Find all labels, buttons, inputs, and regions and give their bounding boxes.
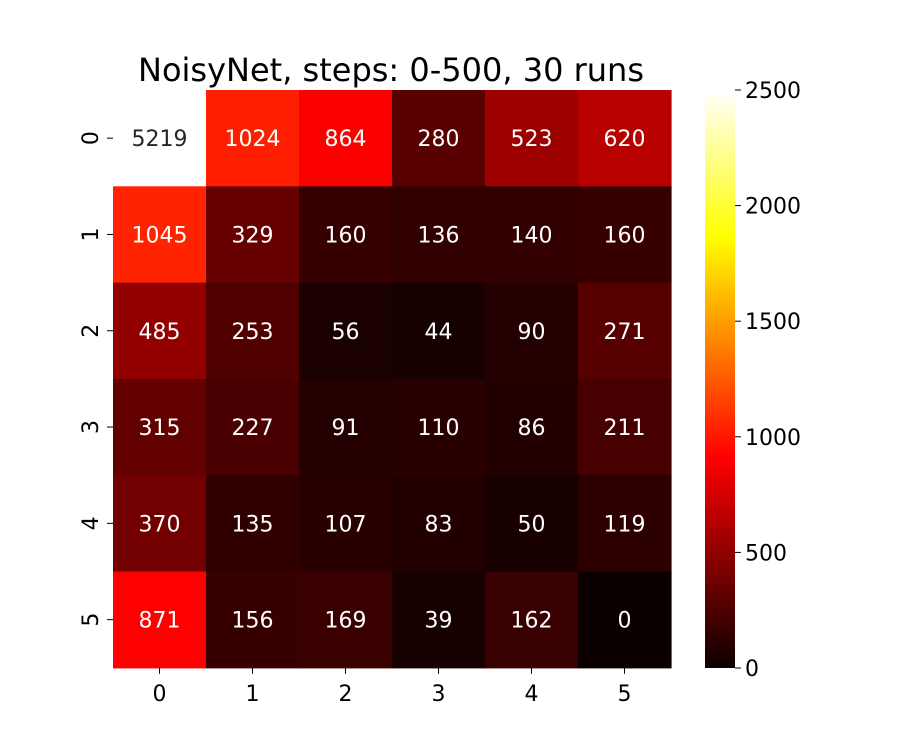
cell-value-label-r0-c1: 1024 (225, 127, 281, 152)
cell-value-label-r3-c1: 227 (232, 416, 274, 441)
x-tick-label-5: 5 (618, 682, 632, 707)
heatmap-cell-r4-c2 (299, 475, 393, 573)
heatmap-cell-r4-c4 (485, 475, 579, 573)
heatmap-cell-r2-c1 (206, 282, 300, 380)
heatmap-cell-r4-c3 (392, 475, 486, 573)
colorbar-tick-label-2: 1000 (745, 426, 801, 451)
x-tick-label-1: 1 (246, 682, 260, 707)
cell-value-label-r1-c2: 160 (325, 223, 367, 248)
heatmap-cell-r1-c4 (485, 186, 579, 284)
cell-value-label-r4-c2: 107 (325, 512, 367, 537)
cell-value-label-r4-c0: 370 (139, 512, 181, 537)
heatmap-cell-r2-c2 (299, 282, 393, 380)
cell-value-label-r3-c5: 211 (604, 416, 646, 441)
heatmap-cell-r1-c2 (299, 186, 393, 284)
colorbar-tick-label-3: 1500 (745, 310, 801, 335)
x-tick-label-4: 4 (525, 682, 539, 707)
colorbar-tick-label-1: 500 (745, 541, 787, 566)
y-tick-label-4: 4 (79, 516, 104, 530)
cell-value-label-r4-c5: 119 (604, 512, 646, 537)
cell-value-label-r5-c5: 0 (618, 609, 632, 634)
heatmap-cell-r4-c0 (113, 475, 207, 573)
cell-value-label-r1-c1: 329 (232, 223, 274, 248)
y-tick-label-0: 0 (79, 131, 104, 145)
cell-value-label-r5-c3: 39 (425, 609, 453, 634)
x-axis: 0 1 2 3 4 5 (153, 667, 632, 707)
cell-value-label-r1-c5: 160 (604, 223, 646, 248)
heatmap-cell-r5-c1 (206, 571, 300, 669)
heatmap-cell-r4-c1 (206, 475, 300, 573)
heatmap-cell-r3-c0 (113, 378, 207, 476)
y-axis: 0 1 2 3 4 5 (79, 131, 113, 627)
heatmap-cell-r5-c5 (578, 571, 672, 669)
colorbar-tick-label-4: 2000 (745, 195, 801, 220)
heatmap-cell-r5-c4 (485, 571, 579, 669)
cell-value-label-r5-c2: 169 (325, 609, 367, 634)
cell-value-label-r3-c3: 110 (418, 416, 460, 441)
cell-value-labels: 5219 1024 864 280 523 620 1045 329 160 136 140 160 4… (132, 127, 646, 634)
cell-value-label-r3-c2: 91 (332, 416, 360, 441)
heatmap-cell-r0-c1 (206, 90, 300, 187)
colorbar (705, 90, 735, 668)
heatmap-cell-r2-c4 (485, 282, 579, 380)
heatmap-cell-r1-c1 (206, 186, 300, 284)
heatmap-cells (113, 90, 672, 669)
cell-value-label-r0-c5: 620 (604, 127, 646, 152)
heatmap-cell-r2-c5 (578, 282, 672, 380)
heatmap-cell-r0-c3 (392, 90, 486, 187)
y-tick-label-3: 3 (79, 420, 104, 434)
cell-value-label-r1-c4: 140 (511, 223, 553, 248)
cell-value-label-r4-c4: 50 (518, 512, 546, 537)
cell-value-label-r3-c0: 315 (139, 416, 181, 441)
heatmap-cell-r2-c0 (113, 282, 207, 380)
cell-value-label-r0-c4: 523 (511, 127, 553, 152)
cell-value-label-r2-c4: 90 (518, 320, 546, 345)
cell-value-label-r5-c0: 871 (139, 609, 181, 634)
y-tick-label-5: 5 (79, 613, 104, 627)
cell-value-label-r5-c1: 156 (232, 609, 274, 634)
heatmap-cell-r3-c1 (206, 378, 300, 476)
heatmap-cell-r0-c4 (485, 90, 579, 187)
y-tick-label-1: 1 (79, 227, 104, 241)
colorbar-tick-label-5: 2500 (745, 79, 801, 104)
cell-value-label-r3-c4: 86 (518, 416, 546, 441)
cell-value-label-r4-c1: 135 (232, 512, 274, 537)
heatmap-cell-r1-c5 (578, 186, 672, 284)
heatmap-cell-r1-c0 (113, 186, 207, 284)
heatmap-cell-r2-c3 (392, 282, 486, 380)
colorbar-ticks: 0 500 1000 1500 2000 2500 (735, 79, 801, 682)
heatmap-cell-r3-c3 (392, 378, 486, 476)
x-tick-label-2: 2 (339, 682, 353, 707)
heatmap-cell-r5-c3 (392, 571, 486, 669)
heatmap-cell-r0-c5 (578, 90, 672, 187)
cell-value-label-r2-c5: 271 (604, 320, 646, 345)
cell-value-label-r1-c3: 136 (418, 223, 460, 248)
cell-value-label-r2-c0: 485 (139, 320, 181, 345)
heatmap-cell-r5-c2 (299, 571, 393, 669)
cell-value-label-r5-c4: 162 (511, 609, 553, 634)
heatmap-cell-r0-c2 (299, 90, 393, 187)
cell-value-label-r1-c0: 1045 (132, 223, 188, 248)
y-tick-label-2: 2 (79, 324, 104, 338)
colorbar-tick-label-0: 0 (745, 657, 759, 682)
heatmap-cell-r0-c0 (113, 90, 207, 187)
heatmap-cell-r3-c2 (299, 378, 393, 476)
x-tick-label-3: 3 (432, 682, 446, 707)
heatmap-cell-r4-c5 (578, 475, 672, 573)
heatmap-cell-r3-c4 (485, 378, 579, 476)
x-tick-label-0: 0 (153, 682, 167, 707)
cell-value-label-r4-c3: 83 (425, 512, 453, 537)
cell-value-label-r0-c2: 864 (325, 127, 367, 152)
heatmap-cell-r5-c0 (113, 571, 207, 669)
colorbar-gradient (705, 90, 735, 668)
cell-value-label-r2-c3: 44 (425, 320, 453, 345)
heatmap-cell-r3-c5 (578, 378, 672, 476)
chart-title: NoisyNet, steps: 0-500, 30 runs (138, 51, 644, 89)
cell-value-label-r2-c1: 253 (232, 320, 274, 345)
cell-value-label-r0-c0: 5219 (132, 127, 188, 152)
cell-value-label-r0-c3: 280 (418, 127, 460, 152)
cell-value-label-r2-c2: 56 (332, 320, 360, 345)
heatmap-cell-r1-c3 (392, 186, 486, 284)
